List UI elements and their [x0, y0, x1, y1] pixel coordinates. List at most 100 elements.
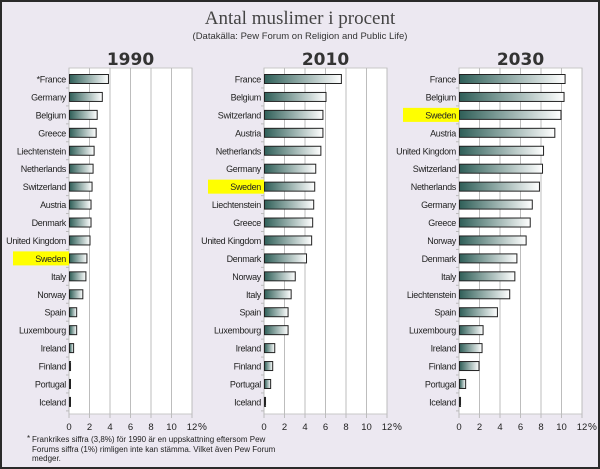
bar	[459, 307, 498, 318]
category-label: Luxembourg	[19, 326, 66, 336]
bar	[69, 145, 95, 156]
bar	[69, 289, 84, 300]
category-label: Netherlands	[411, 182, 457, 192]
footnote-marker: *	[27, 434, 31, 443]
bar	[264, 91, 327, 102]
bar	[459, 127, 556, 138]
highlight-box	[13, 251, 69, 266]
category-label: Belgium	[426, 92, 456, 102]
category-label: Ireland	[431, 344, 457, 354]
category-label: Italy	[51, 272, 67, 282]
category-label: Greece	[428, 218, 456, 228]
bar	[459, 289, 511, 300]
bar	[69, 109, 98, 120]
x-unit-label: %	[588, 422, 597, 433]
category-label: Finland	[234, 362, 262, 372]
x-tick-label: 6	[128, 422, 133, 433]
x-tick-label: 8	[343, 422, 348, 433]
category-label: Austria	[40, 200, 66, 210]
category-label: Luxembourg	[409, 326, 456, 336]
bar	[459, 271, 516, 282]
bar	[264, 127, 324, 138]
bar	[69, 199, 92, 210]
chart-subtitle: (Datakälla: Pew Forum on Religion and Pu…	[192, 31, 408, 42]
highlight-box	[208, 179, 264, 194]
bar	[459, 325, 484, 336]
category-label: Sweden	[35, 254, 66, 264]
category-label: Ireland	[41, 344, 67, 354]
category-label: Liechtenstein	[407, 290, 456, 300]
category-label: *France	[37, 75, 67, 85]
category-label: Iceland	[429, 397, 456, 407]
bar	[264, 343, 276, 354]
bar	[459, 74, 566, 84]
bar	[69, 325, 78, 336]
category-label: Sweden	[425, 110, 456, 120]
bar	[69, 307, 78, 318]
bar	[459, 181, 540, 192]
bar	[459, 343, 483, 354]
category-label: France	[235, 75, 262, 85]
panel-title: 1990	[107, 50, 154, 70]
category-label: Portugal	[35, 379, 66, 389]
x-tick-label: 8	[148, 422, 153, 433]
bar	[69, 217, 92, 228]
bar	[459, 199, 533, 210]
category-label: Sweden	[230, 182, 261, 192]
category-label: Switzerland	[413, 164, 457, 174]
bar	[264, 396, 267, 407]
bar	[459, 253, 518, 264]
x-tick-label: 6	[323, 422, 328, 433]
category-label: Germany	[226, 164, 262, 174]
category-label: Netherlands	[216, 146, 262, 156]
bar	[459, 163, 544, 174]
category-label: Switzerland	[23, 182, 67, 192]
bar	[264, 217, 314, 228]
bar	[69, 127, 97, 138]
bar	[264, 199, 315, 210]
bar	[459, 235, 527, 246]
category-label: Austria	[430, 128, 456, 138]
category-label: Portugal	[425, 379, 456, 389]
category-label: France	[430, 75, 457, 85]
category-label: Italy	[441, 272, 457, 282]
x-tick-label: 10	[361, 422, 372, 433]
bar	[264, 289, 292, 300]
category-label: Netherlands	[21, 164, 67, 174]
bar	[264, 325, 289, 336]
x-tick-label: 2	[282, 422, 287, 433]
bar	[69, 343, 75, 354]
bar	[264, 181, 316, 192]
category-label: Spain	[239, 308, 261, 318]
bar	[264, 163, 317, 174]
category-label: Ireland	[236, 344, 262, 354]
x-tick-label: 8	[538, 422, 543, 433]
bar	[69, 235, 91, 246]
category-label: Luxembourg	[214, 326, 261, 336]
bar	[459, 396, 462, 407]
x-tick-label: 4	[302, 422, 307, 433]
bar	[264, 361, 274, 372]
category-label: Denmark	[227, 254, 262, 264]
x-unit-label: %	[393, 422, 402, 433]
category-label: Iceland	[39, 397, 66, 407]
category-label: Germany	[31, 92, 67, 102]
bar	[69, 361, 72, 372]
bar	[69, 271, 87, 282]
bar	[69, 378, 71, 389]
x-tick-label: 12	[577, 422, 588, 433]
x-tick-label: 12	[382, 422, 393, 433]
category-label: Portugal	[230, 379, 261, 389]
category-label: Denmark	[422, 254, 457, 264]
panel-title: 2010	[302, 50, 349, 70]
x-tick-label: 2	[477, 422, 482, 433]
bar	[264, 109, 324, 120]
x-tick-label: 6	[518, 422, 523, 433]
category-label: Norway	[427, 236, 457, 246]
category-label: United Kingdom	[201, 236, 261, 246]
category-label: Spain	[44, 308, 66, 318]
x-tick-label: 12	[187, 422, 198, 433]
category-label: Spain	[434, 308, 456, 318]
